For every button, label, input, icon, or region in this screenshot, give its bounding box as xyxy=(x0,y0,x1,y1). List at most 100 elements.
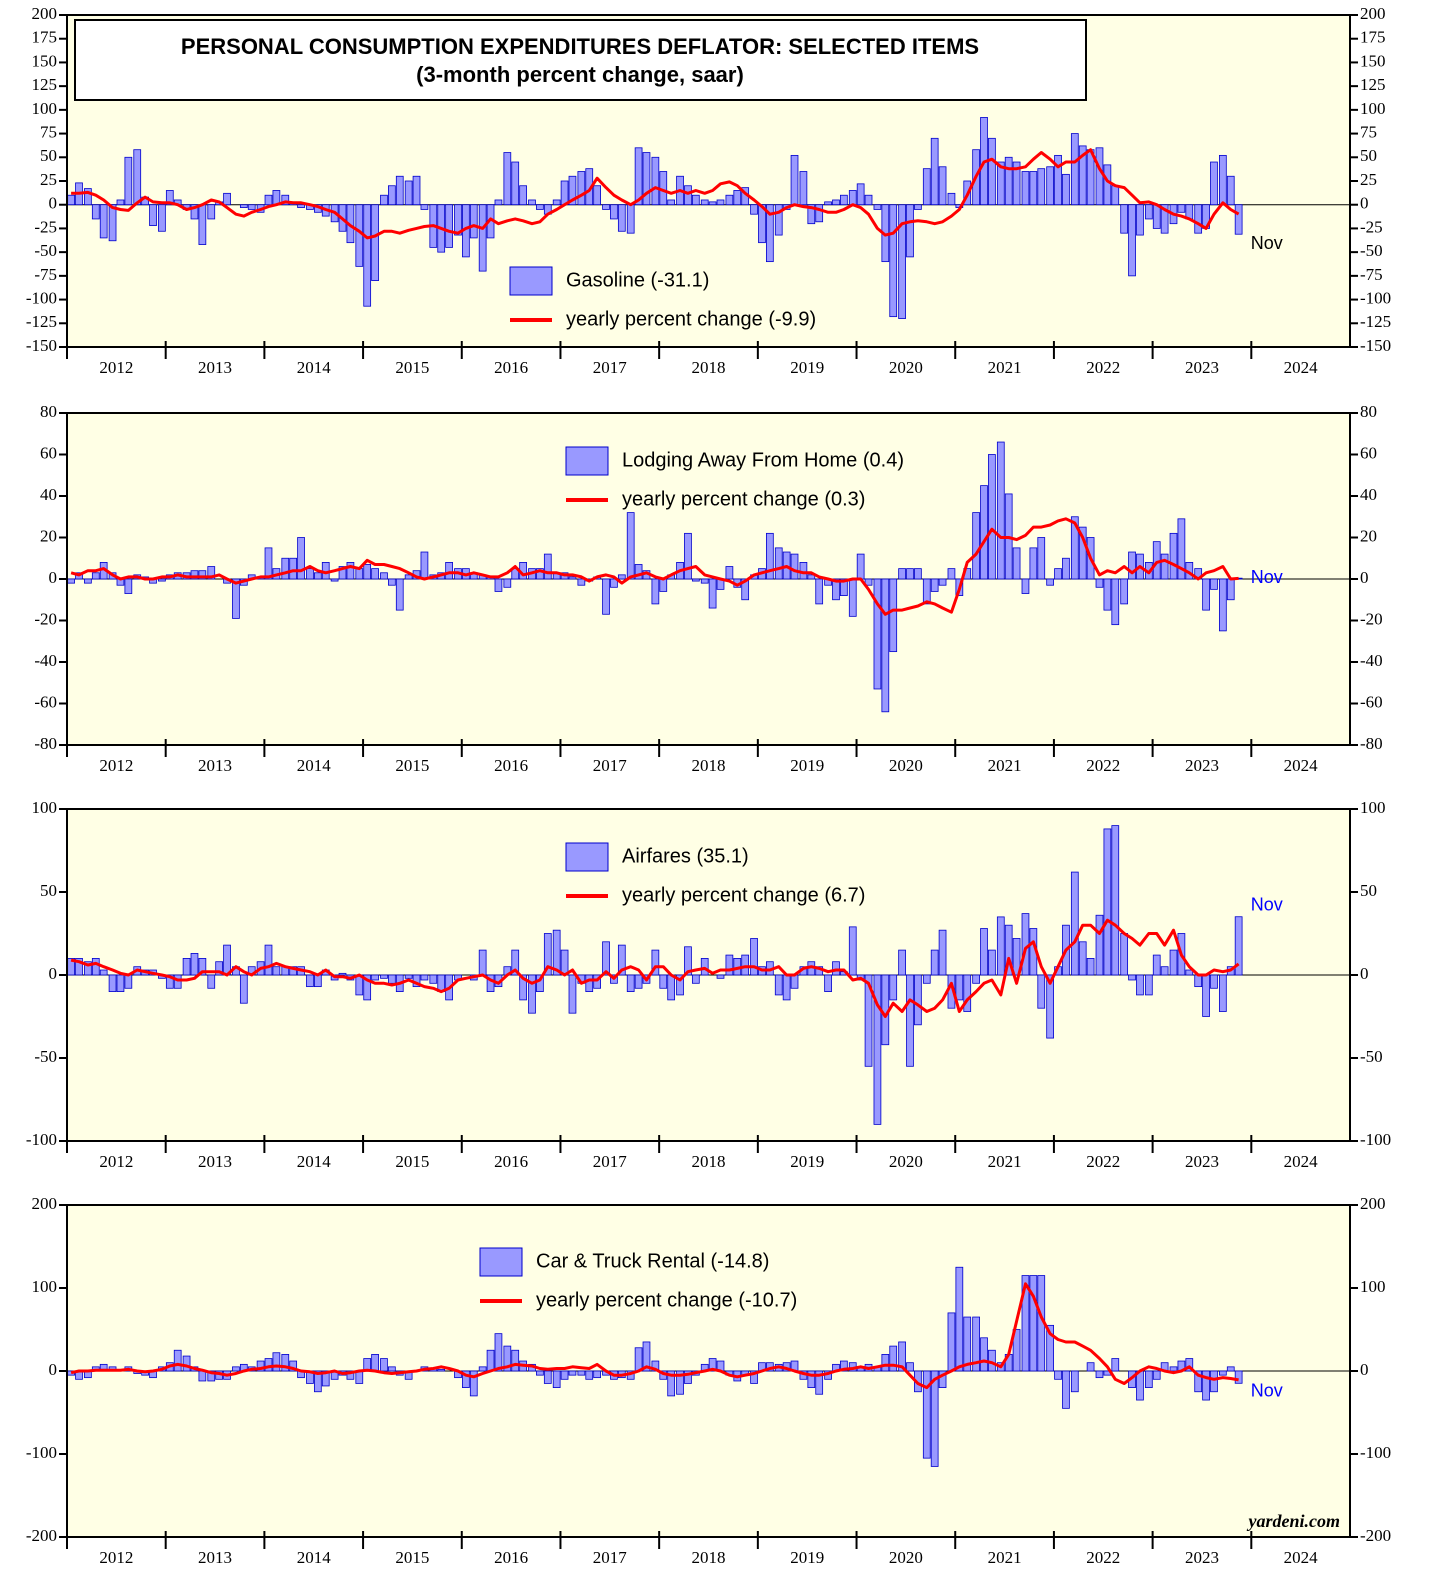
bar xyxy=(626,512,635,580)
bar xyxy=(922,168,931,206)
bar xyxy=(815,578,824,605)
line-series xyxy=(70,918,1240,1018)
bar xyxy=(1234,1370,1243,1384)
bar xyxy=(691,974,700,984)
bar xyxy=(1070,871,1079,976)
bar xyxy=(1021,913,1030,976)
bar xyxy=(1103,828,1112,976)
bar xyxy=(610,578,618,588)
bar xyxy=(980,485,988,580)
bar xyxy=(363,204,372,307)
bar xyxy=(388,974,396,984)
bar xyxy=(577,578,586,586)
bar xyxy=(725,566,734,580)
bar xyxy=(815,204,824,223)
y2-tick-label: -40 xyxy=(1360,651,1383,670)
x-tick-label: 2014 xyxy=(297,358,332,377)
bar xyxy=(1012,938,1021,976)
x-tick-label: 2017 xyxy=(593,1152,628,1171)
bar xyxy=(1210,1370,1218,1393)
bar xyxy=(371,568,379,580)
bar xyxy=(947,1312,956,1372)
x-tick-label: 2012 xyxy=(99,1548,133,1567)
bar xyxy=(963,974,972,1012)
bar xyxy=(272,966,281,976)
bar xyxy=(552,1370,561,1389)
bar xyxy=(289,557,298,580)
bar xyxy=(906,568,914,580)
bar xyxy=(585,1370,594,1380)
bar xyxy=(173,1349,182,1372)
y2-tick-label: 75 xyxy=(1360,122,1377,141)
bar xyxy=(980,928,988,976)
bar xyxy=(1070,133,1079,206)
bar xyxy=(848,190,857,206)
bar xyxy=(429,974,438,984)
bar xyxy=(1169,949,1178,976)
bar xyxy=(404,180,413,206)
bar xyxy=(988,949,996,976)
bar xyxy=(478,1366,487,1372)
bar xyxy=(1012,547,1021,580)
bar xyxy=(99,204,108,239)
bar xyxy=(404,574,413,580)
bar xyxy=(864,194,873,206)
bar xyxy=(560,949,569,976)
y2-tick-label: 200 xyxy=(1360,4,1386,23)
y-tick-label: 50 xyxy=(40,146,57,165)
bar xyxy=(355,204,364,267)
bar xyxy=(478,949,487,976)
x-tick-label: 2018 xyxy=(692,1548,726,1567)
bar xyxy=(503,578,512,588)
bar xyxy=(684,1370,692,1384)
x-tick-label: 2020 xyxy=(889,1152,923,1171)
bar xyxy=(848,578,857,617)
bar xyxy=(864,974,873,1067)
bar xyxy=(1062,1370,1070,1409)
bar xyxy=(626,204,635,234)
bar xyxy=(1120,578,1129,605)
x-tick-label: 2016 xyxy=(494,358,528,377)
bar xyxy=(1202,578,1210,611)
bar xyxy=(1103,164,1112,206)
bar xyxy=(651,156,660,206)
x-tick-label: 2023 xyxy=(1185,1152,1219,1171)
bar xyxy=(380,572,388,580)
bar xyxy=(1046,974,1054,1039)
bar xyxy=(108,974,117,993)
bar xyxy=(617,944,626,976)
bar xyxy=(684,532,692,580)
bar xyxy=(223,944,231,976)
bar xyxy=(313,974,322,988)
y-tick-label: 60 xyxy=(40,443,57,462)
bar xyxy=(914,974,922,1026)
bar xyxy=(1029,1275,1038,1372)
y2-tick-label: -100 xyxy=(1360,1443,1391,1462)
bar xyxy=(790,553,799,580)
bar xyxy=(955,974,964,1001)
legend-label: yearly percent change (-10.7) xyxy=(536,1289,797,1311)
bar xyxy=(642,152,651,206)
y2-tick-label: 150 xyxy=(1360,51,1386,70)
y2-tick-label: 50 xyxy=(1360,881,1377,900)
y-tick-label: -125 xyxy=(26,312,57,331)
bar xyxy=(1095,1370,1104,1379)
bar xyxy=(306,974,314,988)
bar xyxy=(889,578,898,653)
bar xyxy=(543,553,552,580)
bar xyxy=(503,152,512,206)
bar xyxy=(420,974,429,981)
y-tick-label: -50 xyxy=(34,1047,57,1066)
bar xyxy=(906,974,914,1067)
x-tick-label: 2023 xyxy=(1185,358,1219,377)
bar xyxy=(972,512,980,580)
y2-tick-label: -50 xyxy=(1360,241,1383,260)
bar xyxy=(824,974,832,993)
bar xyxy=(765,532,774,580)
bar xyxy=(99,969,108,976)
bar xyxy=(659,578,668,592)
bar xyxy=(536,1370,544,1376)
bar xyxy=(173,974,182,989)
bar xyxy=(1160,966,1169,976)
